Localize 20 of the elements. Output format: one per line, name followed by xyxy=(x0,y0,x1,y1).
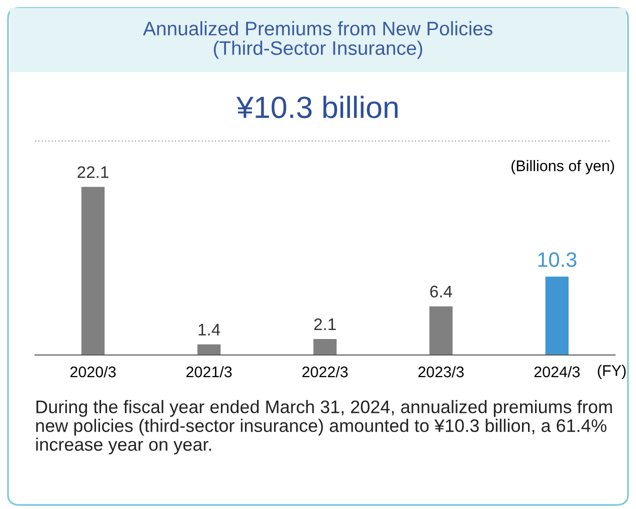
data-label: 22.1 xyxy=(78,166,108,178)
x-axis-title: (FY) xyxy=(598,364,626,379)
data-label: 6.4 xyxy=(430,286,452,298)
chart-title: Annualized Premiums from New Policies (Third-Sector Insurance) xyxy=(142,21,492,59)
bar xyxy=(81,186,105,355)
text: During the fiscal year ended March 31, 2024, annualized premiums from new policies (third-sector insurance) amounted to ¥10.3 billion, a 61.4% increase year on year. xyxy=(36,400,612,454)
bar xyxy=(197,344,221,355)
chart-subtitle: ¥10.3 billion xyxy=(236,96,398,118)
x-tick-label: 2021/3 xyxy=(186,366,232,378)
x-tick-label: 2024/3 xyxy=(534,366,580,378)
data-label: 10.3 xyxy=(538,252,576,267)
bar xyxy=(429,306,453,355)
bar xyxy=(313,339,337,355)
data-label: 2.1 xyxy=(314,318,336,330)
x-tick-label: 2020/3 xyxy=(70,366,116,378)
bar xyxy=(545,276,569,355)
x-tick-label: 2023/3 xyxy=(418,366,464,378)
x-tick-label: 2022/3 xyxy=(302,366,348,378)
data-label: 1.4 xyxy=(198,324,220,336)
y-axis-title: (Billions of yen) xyxy=(512,160,614,174)
